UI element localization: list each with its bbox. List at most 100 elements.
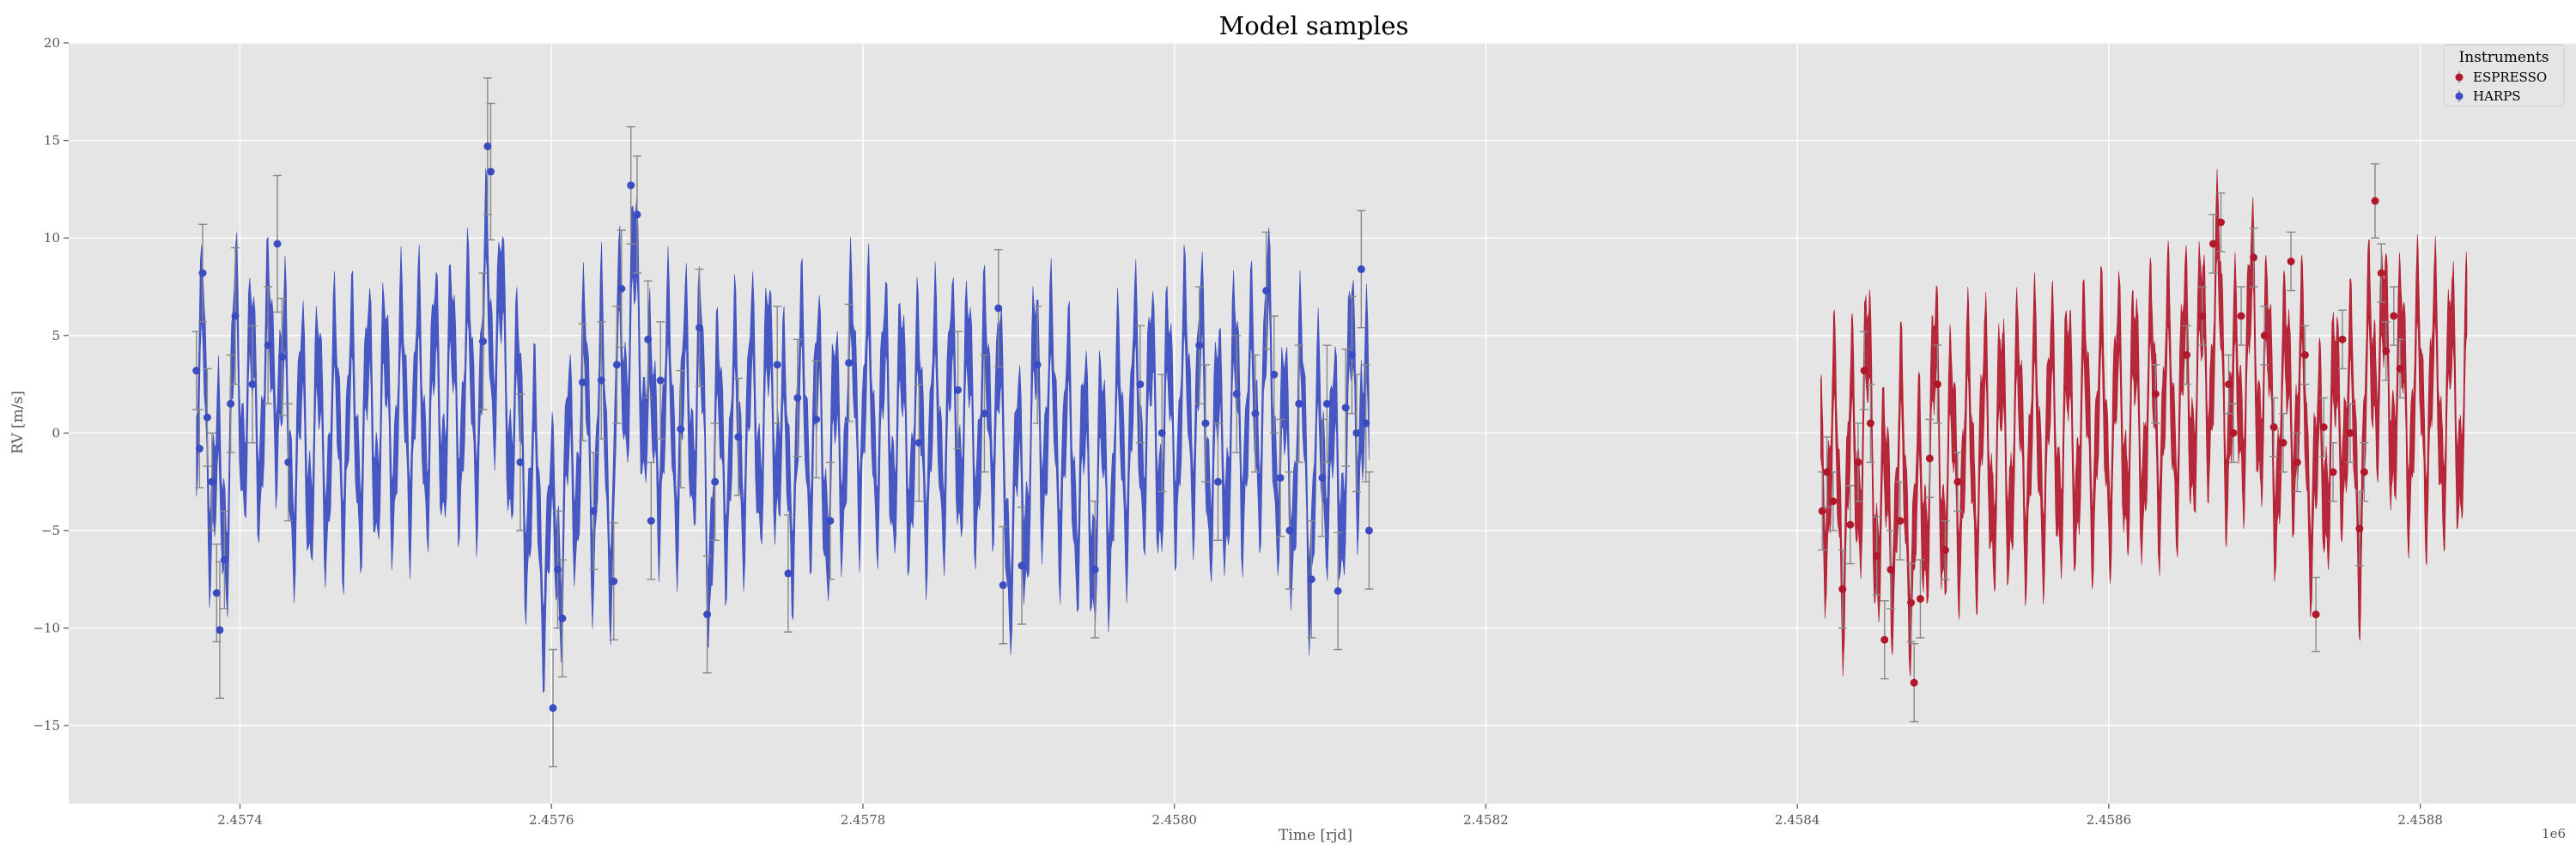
legend-marker-harps xyxy=(2455,92,2464,100)
data-point-harps xyxy=(227,399,235,408)
data-point-harps xyxy=(264,341,272,349)
data-point-harps xyxy=(980,410,988,418)
data-point-espresso xyxy=(2287,257,2295,265)
data-point-harps xyxy=(558,614,567,622)
data-point-harps xyxy=(1091,565,1099,574)
x-axis-label: Time [rjd] xyxy=(1279,827,1352,844)
data-point-espresso xyxy=(1910,678,1918,687)
data-point-harps xyxy=(487,167,495,176)
data-point-espresso xyxy=(1886,565,1895,574)
data-point-harps xyxy=(1276,474,1285,483)
data-point-espresso xyxy=(2269,423,2278,432)
data-point-harps xyxy=(627,181,635,190)
data-point-espresso xyxy=(2260,331,2269,340)
data-point-harps xyxy=(1362,419,1370,428)
data-point-harps xyxy=(1341,404,1350,412)
x-tick-label: 2.4576 xyxy=(529,812,574,828)
data-point-espresso xyxy=(2329,468,2337,477)
y-tick-label: 10 xyxy=(44,230,60,246)
legend-box xyxy=(2443,44,2565,107)
data-point-harps xyxy=(1307,575,1315,584)
data-point-espresso xyxy=(2346,428,2354,437)
data-point-harps xyxy=(1347,350,1356,359)
data-point-espresso xyxy=(2151,390,2160,398)
data-point-harps xyxy=(845,359,854,367)
data-point-espresso xyxy=(1838,585,1847,593)
data-point-espresso xyxy=(2319,423,2328,432)
data-point-harps xyxy=(711,477,720,486)
data-point-harps xyxy=(192,367,201,375)
data-point-harps xyxy=(212,589,221,598)
data-point-harps xyxy=(1270,370,1279,379)
data-point-harps xyxy=(516,458,525,466)
data-point-espresso xyxy=(1916,594,1924,603)
data-point-espresso xyxy=(1846,520,1855,529)
data-point-espresso xyxy=(2312,610,2320,619)
data-point-harps xyxy=(1364,526,1373,535)
data-point-harps xyxy=(1285,526,1294,535)
legend-entries: ESPRESSO HARPS xyxy=(2455,70,2547,104)
data-point-harps xyxy=(1018,562,1026,570)
data-point-harps xyxy=(812,415,821,423)
data-point-harps xyxy=(478,337,487,346)
data-point-espresso xyxy=(2225,380,2233,389)
x-tick-label: 2.4588 xyxy=(2397,812,2443,828)
data-point-harps xyxy=(579,378,587,386)
data-point-harps xyxy=(216,626,224,634)
data-point-espresso xyxy=(1933,380,1941,389)
data-point-espresso xyxy=(2208,240,2217,248)
data-point-harps xyxy=(1251,410,1260,418)
data-point-harps xyxy=(1157,428,1166,437)
data-point-espresso xyxy=(2390,312,2398,320)
data-point-harps xyxy=(483,142,492,150)
x-tick-label: 2.4586 xyxy=(2087,812,2132,828)
data-point-harps xyxy=(656,376,665,385)
data-point-espresso xyxy=(1880,635,1889,644)
y-tick-label: 0 xyxy=(52,425,60,440)
data-point-harps xyxy=(1213,477,1222,486)
data-point-harps xyxy=(784,569,793,578)
data-point-harps xyxy=(277,353,286,361)
data-point-harps xyxy=(1136,380,1145,389)
data-point-harps xyxy=(1033,361,1042,369)
y-axis-label: RV [m/s] xyxy=(9,391,27,454)
x-tick-label: 2.4582 xyxy=(1463,812,1509,828)
data-point-harps xyxy=(1295,399,1303,408)
data-point-harps xyxy=(1318,474,1327,483)
data-point-harps xyxy=(208,477,216,486)
data-point-harps xyxy=(633,210,641,219)
data-point-harps xyxy=(1232,390,1241,398)
axis-ticks: 2.4574 2.4576 2.4578 2.4580 2.4582 2.4584 2.45… xyxy=(33,35,2443,828)
legend-label-harps: HARPS xyxy=(2473,88,2521,104)
data-point-espresso xyxy=(2250,253,2258,262)
data-point-espresso xyxy=(1854,458,1862,466)
data-point-harps xyxy=(793,393,802,402)
data-point-harps xyxy=(1322,399,1331,408)
y-tick-label: 20 xyxy=(44,35,60,51)
data-point-espresso xyxy=(2279,439,2287,447)
data-point-harps xyxy=(198,269,207,277)
data-point-espresso xyxy=(1860,367,1868,375)
data-point-espresso xyxy=(1925,454,1934,463)
legend: Instruments ESPRESSO HARPS xyxy=(2443,44,2565,107)
data-point-espresso xyxy=(1941,546,1949,555)
data-point-harps xyxy=(589,507,598,515)
data-point-harps xyxy=(644,335,653,343)
x-tick-label: 2.4578 xyxy=(841,812,886,828)
data-point-espresso xyxy=(2216,218,2225,227)
data-point-harps xyxy=(703,610,712,619)
data-point-espresso xyxy=(1953,477,1962,486)
data-point-harps xyxy=(231,312,240,320)
data-point-harps xyxy=(696,324,704,332)
model-samples xyxy=(196,168,2468,694)
data-point-espresso xyxy=(1823,468,1832,477)
data-point-harps xyxy=(677,425,685,434)
data-point-espresso xyxy=(2198,312,2207,320)
data-point-espresso xyxy=(2396,364,2404,373)
data-point-harps xyxy=(549,704,557,713)
data-point-harps xyxy=(203,413,211,422)
data-point-espresso xyxy=(2360,468,2368,477)
data-point-espresso xyxy=(2355,525,2364,533)
data-point-espresso xyxy=(1818,507,1826,515)
